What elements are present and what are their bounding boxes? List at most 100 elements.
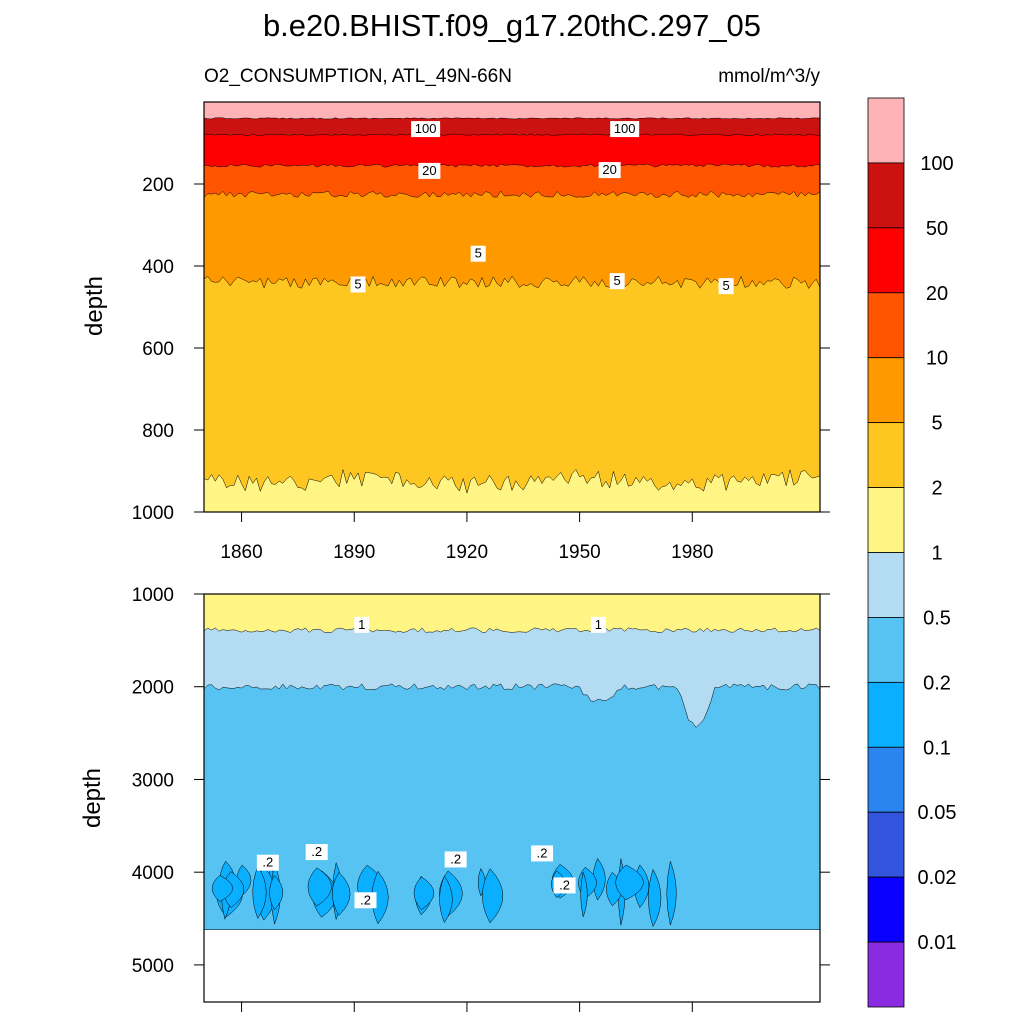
lower-contour-label: 1 (590, 616, 606, 633)
svg-text:100: 100 (415, 121, 437, 136)
lower-contour-label: .2 (553, 877, 576, 894)
y-tick-label: 200 (142, 175, 174, 196)
band-0.1-0.2-patch (648, 868, 662, 928)
colorbar-label: 20 (926, 283, 948, 305)
svg-text:100: 100 (614, 121, 636, 136)
lower-panel: 1 1 .2 .2 .2 .2 .2 .2 1000 2000 3000 4000 5000 (132, 585, 830, 1012)
colorbar-swatch (867, 681, 905, 748)
colorbar-label: 10 (926, 348, 948, 370)
colorbar-swatch (867, 97, 905, 164)
x-tick-label: 1890 (333, 542, 375, 563)
band-0.1-0.2-patch (666, 860, 677, 927)
band-0.1-0.2-patch (482, 868, 503, 924)
svg-text:.2: .2 (262, 855, 273, 870)
colorbar-label: 1 (931, 543, 942, 565)
svg-text:1: 1 (358, 617, 365, 632)
colorbar-label: 0.05 (918, 802, 957, 824)
x-tick-label: 1860 (220, 542, 262, 563)
colorbar-swatch (867, 876, 905, 943)
svg-text:5: 5 (354, 276, 361, 291)
colorbar-swatch (867, 422, 905, 488)
upper-y-axis-label: depth (81, 276, 108, 336)
upper-contour-label: 100 (411, 121, 441, 138)
svg-text:.2: .2 (311, 844, 322, 859)
upper-contour-label: 5 (350, 276, 366, 293)
band-0.2-0.5 (204, 683, 820, 1002)
variable-region-subtitle: O2_CONSUMPTION, ATL_49N-66N (204, 66, 512, 87)
lower-contour-label: .2 (256, 854, 279, 871)
colorbar-swatch (867, 162, 905, 229)
band-below-5 (204, 275, 820, 512)
colorbar-swatch (867, 227, 905, 294)
y-tick-label: 5000 (132, 956, 174, 977)
band-0.1-0.2-patch (592, 857, 606, 901)
svg-text:1: 1 (595, 617, 602, 632)
svg-text:.2: .2 (450, 851, 461, 866)
colorbar-label: 5 (931, 413, 942, 435)
colorbar-label: 100 (920, 153, 953, 175)
colorbar-label: 0.02 (918, 867, 957, 889)
y-tick-label: 400 (142, 257, 174, 278)
colorbar-label: 0.01 (918, 932, 957, 954)
svg-text:5: 5 (475, 246, 482, 261)
svg-text:5: 5 (614, 273, 621, 288)
colorbar-swatch (867, 357, 905, 424)
upper-contour-label: 20 (418, 162, 441, 179)
colorbar-swatch (867, 552, 905, 618)
band-0.1-0.2-patch (331, 871, 351, 916)
lower-contour-label: .2 (444, 851, 467, 868)
y-tick-label: 1000 (132, 503, 174, 524)
colorbar-label: 2 (931, 478, 942, 500)
main-title: b.e20.BHIST.f09_g17.20thC.297_05 (263, 8, 761, 43)
upper-contour-label: 5 (609, 273, 625, 290)
upper-contour-label: 5 (470, 245, 486, 262)
lower-y-axis-label: depth (79, 768, 106, 828)
y-tick-label: 1000 (132, 585, 174, 606)
band-0.1-0.2-patch (413, 876, 435, 910)
lower-plot-frame (203, 593, 821, 1003)
upper-contour-label: 100 (610, 121, 640, 138)
band-0.1-0.2-patch (211, 875, 233, 902)
colorbar-label: 0.1 (923, 737, 951, 759)
band-0.1-0.2-patch (371, 870, 389, 925)
colorbar-swatch (867, 487, 905, 553)
units-subtitle: mmol/m^3/y (718, 66, 820, 87)
svg-text:20: 20 (422, 163, 436, 178)
upper-contour-label: 5 (718, 278, 734, 295)
colorbar-swatch (867, 292, 905, 359)
colorbar-swatch (867, 746, 905, 813)
svg-text:20: 20 (602, 162, 616, 177)
y-tick-label: 2000 (132, 678, 174, 699)
lower-contour-label: 1 (354, 616, 370, 633)
svg-text:5: 5 (722, 278, 729, 293)
y-tick-label: 3000 (132, 770, 174, 791)
svg-text:.2: .2 (537, 845, 548, 860)
colorbar-swatch (867, 617, 905, 683)
x-tick-label: 1920 (446, 542, 488, 563)
svg-text:.2: .2 (360, 892, 371, 907)
colorbar-label: 0.2 (923, 672, 951, 694)
lower-contour-label: .2 (305, 844, 328, 861)
lower-contour-label: .2 (354, 892, 377, 909)
svg-text:.2: .2 (559, 877, 570, 892)
below-ocean-floor (204, 929, 820, 1002)
lower-contour-label: .2 (531, 845, 554, 862)
colorbar-swatch (867, 941, 905, 1008)
band-below-2 (204, 469, 820, 512)
colorbar-label: 50 (926, 218, 948, 240)
upper-panel: 100 100 20 20 5 5 5 5 200 400 600 800 1000 1860 1890 19… (132, 101, 830, 563)
y-tick-label: 4000 (132, 863, 174, 884)
x-tick-label: 1950 (558, 542, 600, 563)
upper-plot-frame (203, 101, 821, 513)
band-0.1-0.2-patch (615, 864, 644, 901)
colorbar-label: 0.5 (923, 607, 951, 629)
upper-contour-label: 20 (598, 162, 621, 179)
band-0.1-0.2-patch (252, 865, 267, 920)
x-tick-label: 1980 (671, 542, 713, 563)
y-tick-label: 600 (142, 339, 174, 360)
band-0.1-0.2-patch (307, 867, 332, 907)
colorbar-swatch (867, 811, 905, 878)
band-0.1-0.2-patch (439, 875, 453, 924)
band-0.1-0.2-patch (269, 875, 284, 911)
